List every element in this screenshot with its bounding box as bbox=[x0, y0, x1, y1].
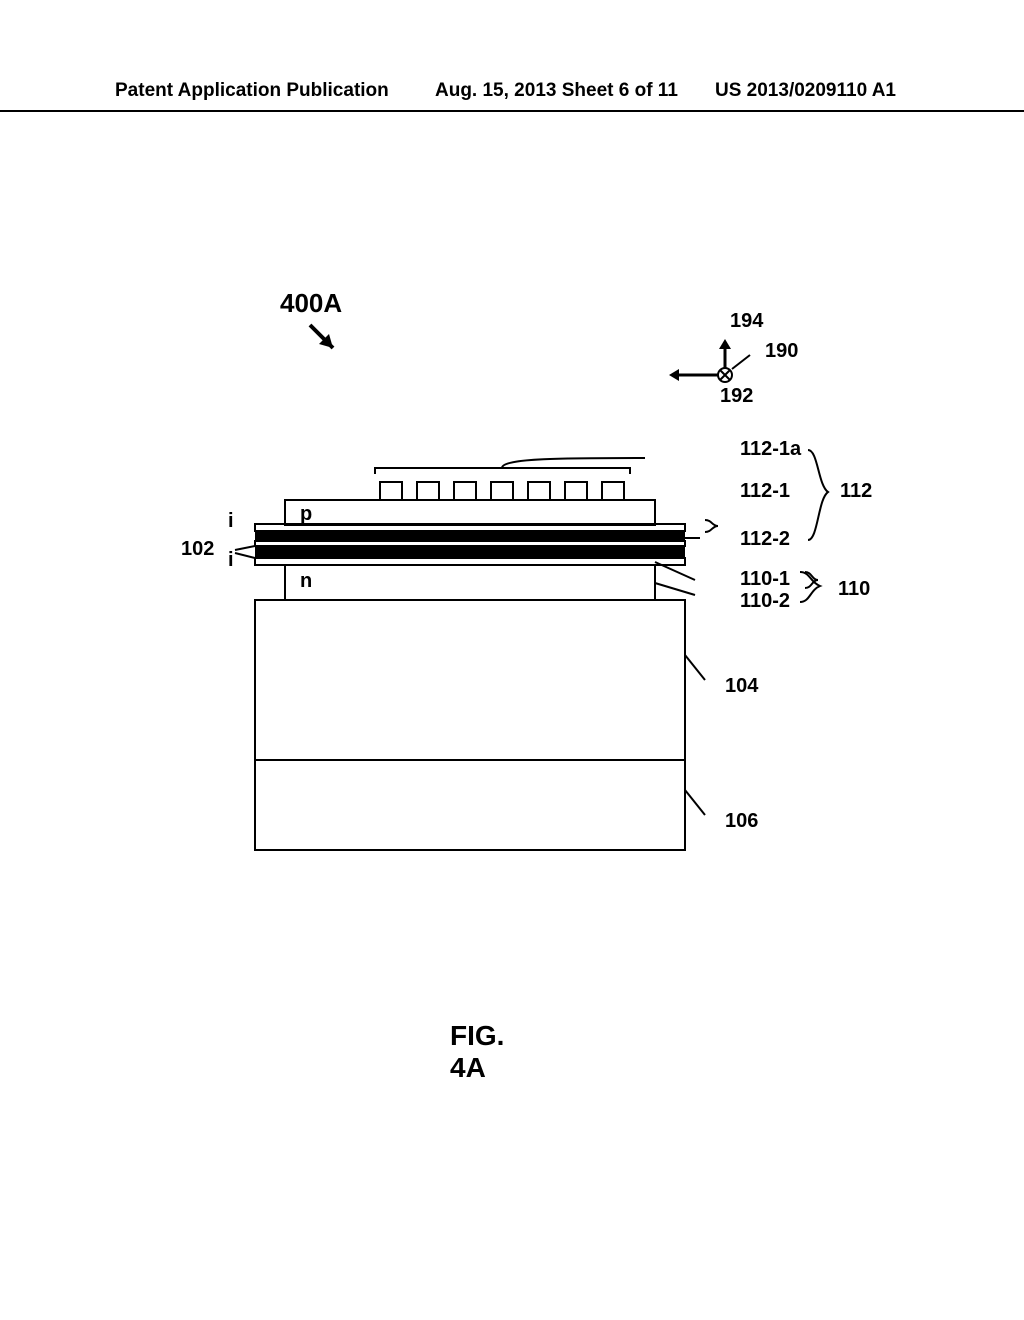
label-110: 110 bbox=[838, 578, 870, 601]
label-102: 102 bbox=[181, 538, 214, 561]
label-p: p bbox=[300, 503, 312, 526]
label-112-2: 112-2 bbox=[740, 528, 790, 551]
header-left: Patent Application Publication bbox=[115, 80, 389, 102]
label-106: 106 bbox=[725, 810, 758, 833]
label-110-1: 110-1 bbox=[740, 568, 790, 591]
page-header: Patent Application Publication Aug. 15, … bbox=[0, 80, 1024, 112]
label-104: 104 bbox=[725, 675, 758, 698]
label-110-2: 110-2 bbox=[740, 590, 790, 613]
label-n: n bbox=[300, 570, 312, 593]
axis-label-190: 190 bbox=[765, 340, 798, 363]
figure-title: 400A bbox=[280, 288, 342, 319]
figure-caption: FIG. 4A bbox=[450, 1020, 504, 1084]
header-center: Aug. 15, 2013 Sheet 6 of 11 bbox=[435, 80, 678, 102]
axis-label-194: 194 bbox=[730, 310, 763, 333]
axis-label-192: 192 bbox=[720, 385, 753, 408]
label-i-top: i bbox=[228, 510, 234, 533]
label-112-1a: 112-1a bbox=[740, 438, 801, 461]
label-112-1: 112-1 bbox=[740, 480, 790, 503]
title-arrow-icon bbox=[305, 320, 345, 360]
label-i-bot: i bbox=[228, 549, 234, 572]
header-right: US 2013/0209110 A1 bbox=[715, 80, 896, 102]
label-112: 112 bbox=[840, 480, 872, 503]
